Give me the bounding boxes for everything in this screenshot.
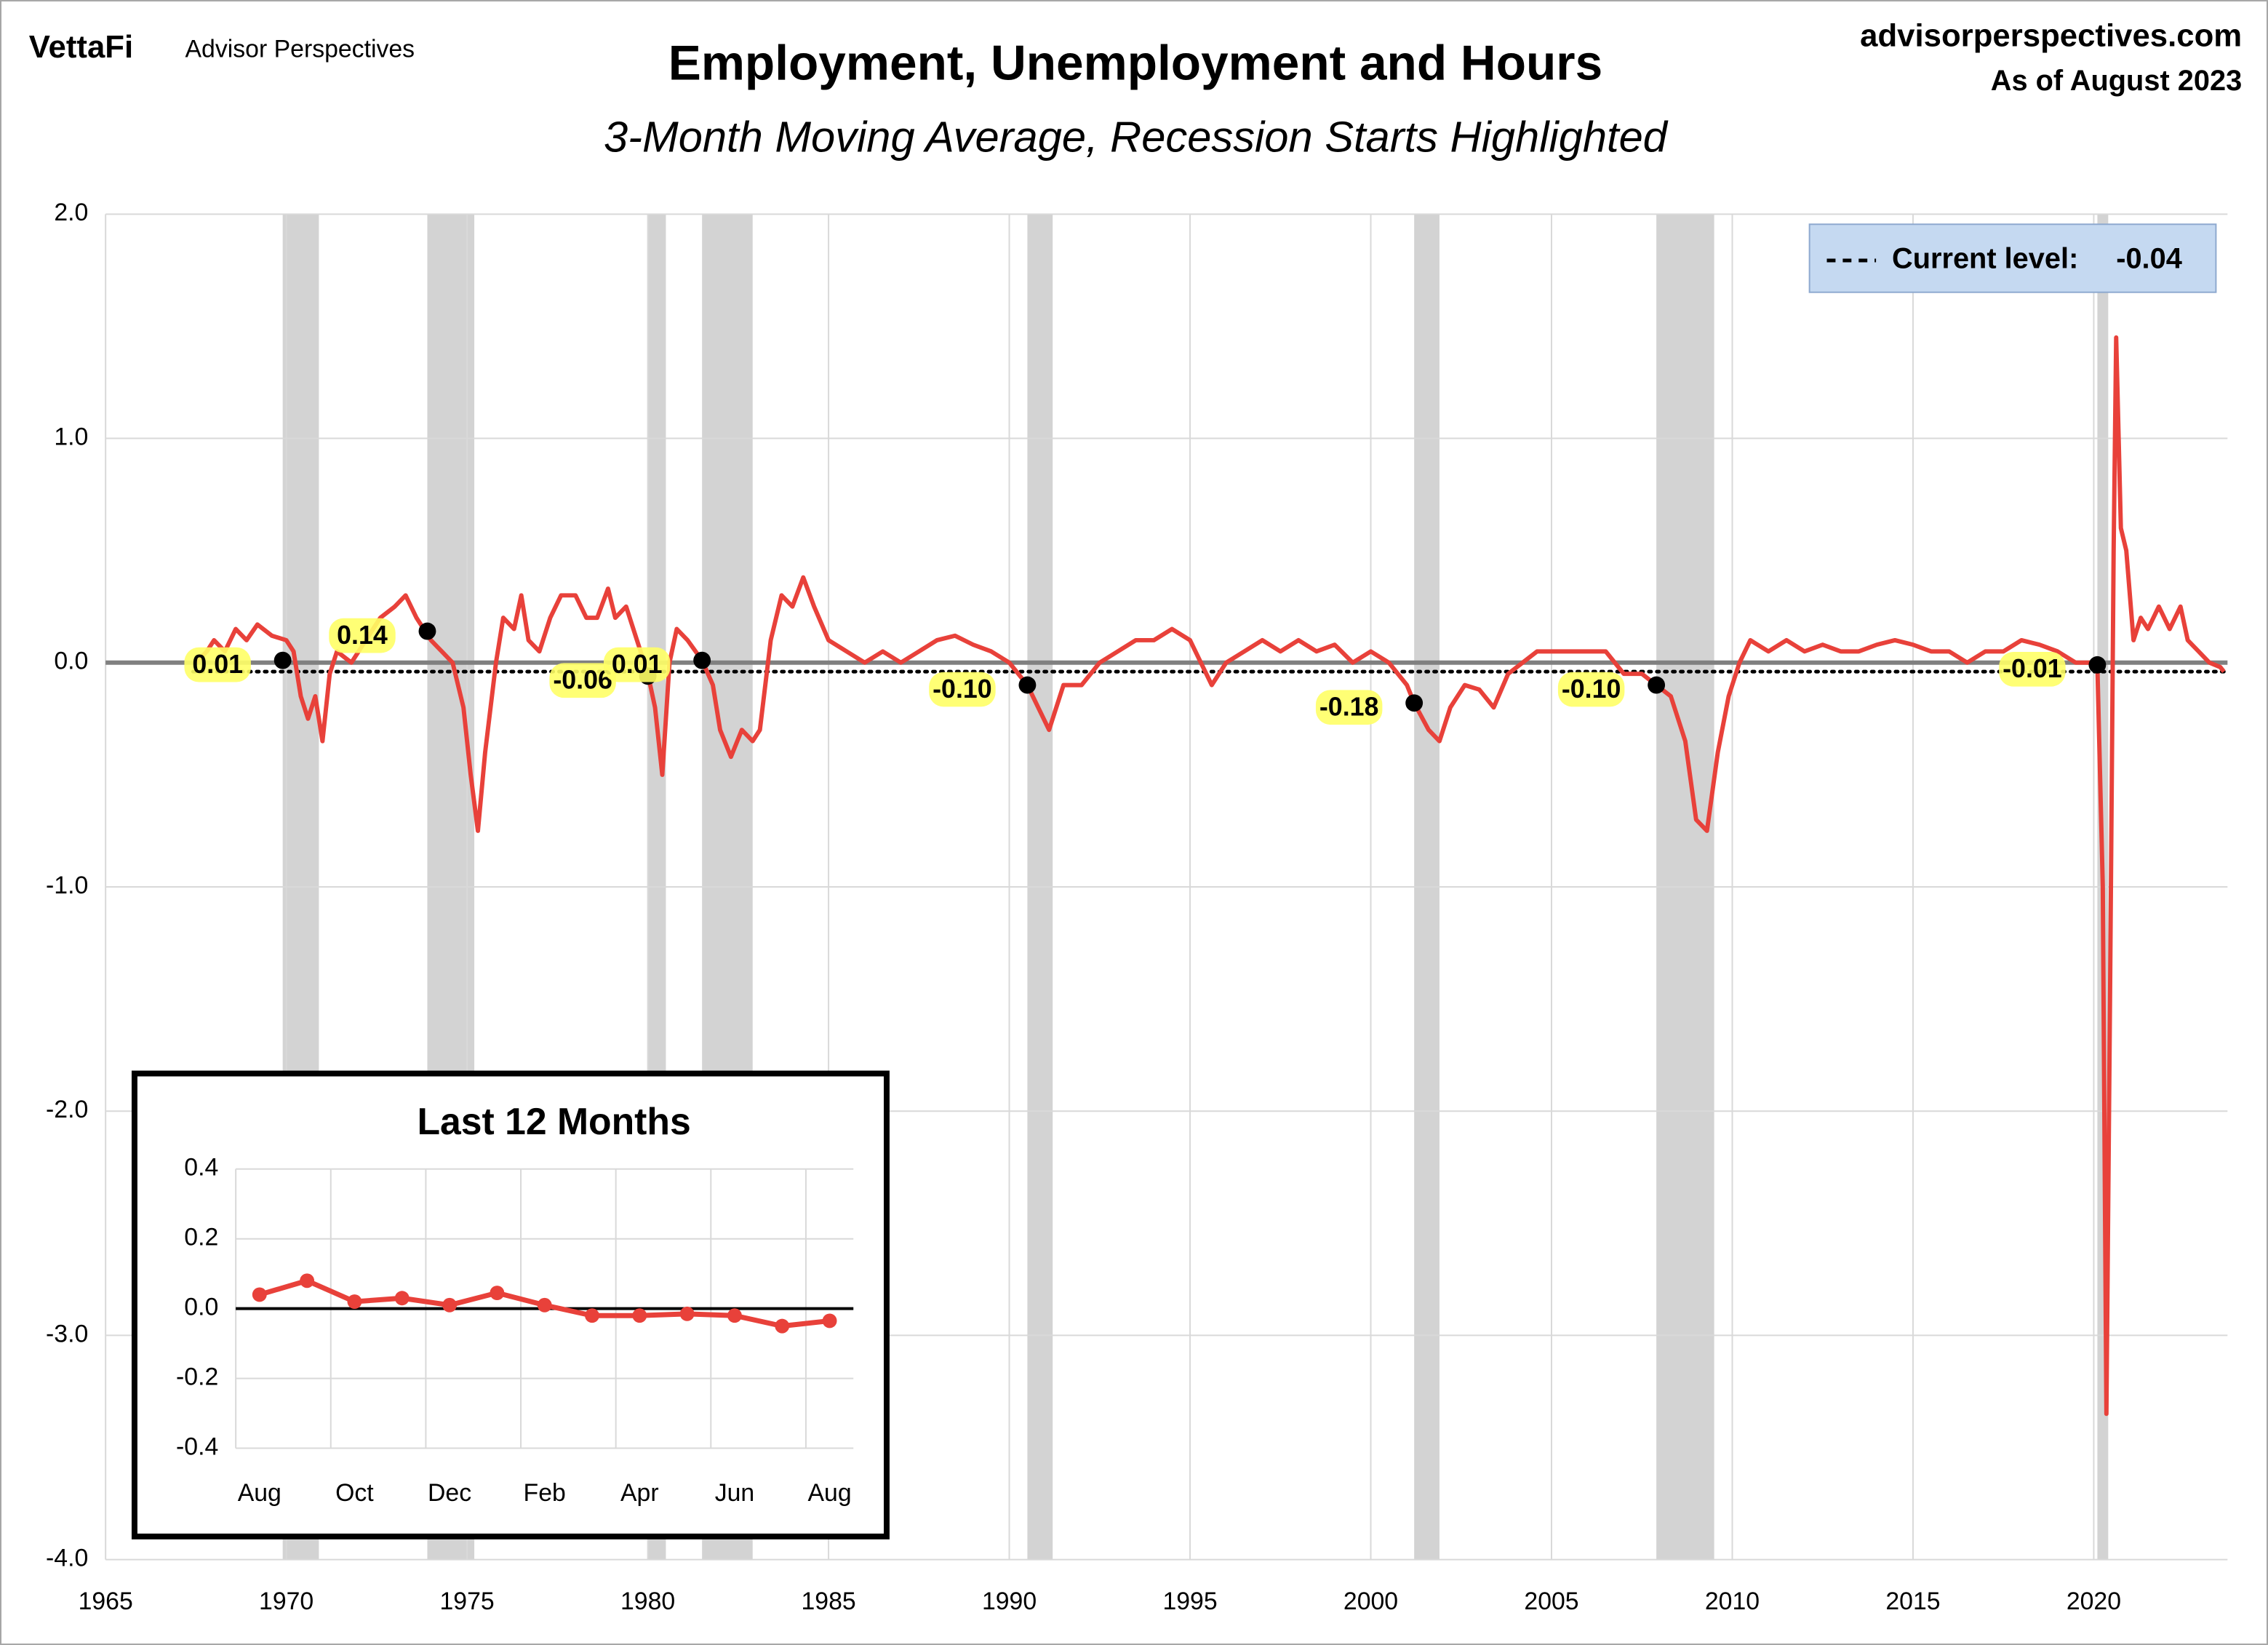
series-line [194, 335, 2226, 1417]
inset-title: Last 12 Months [417, 1100, 690, 1142]
point [442, 1297, 457, 1313]
point [347, 1294, 362, 1309]
x-tick-label: Feb [524, 1479, 566, 1507]
data-label: 0.01 [612, 650, 663, 679]
point [585, 1308, 599, 1323]
inset: Last 12 Months -0.4 -0.2 0.0 0.2 0.4 Aug Oct De… [131, 1070, 890, 1540]
point [632, 1308, 647, 1323]
label-highlight [929, 672, 996, 707]
point [679, 1306, 695, 1321]
recession-start [273, 651, 292, 669]
data-label: 0.01 [192, 650, 243, 679]
data-label: -0.10 [933, 674, 992, 704]
label-highlight [329, 618, 396, 653]
inset-frame [131, 1070, 890, 1540]
y-tick-label: 1.0 [54, 423, 88, 450]
data-label: -0.18 [1319, 693, 1379, 722]
recession-start [1648, 676, 1666, 694]
legend: Current level: -0.04 [1808, 223, 2217, 293]
y-tick-label: 0.4 [184, 1154, 218, 1182]
label-highlight [1557, 672, 1625, 707]
point [252, 1287, 267, 1302]
label-highlight [1999, 651, 2066, 687]
chart-title: Employment, Unemployment and Hours [668, 36, 1602, 90]
x-tick-label: Dec [428, 1479, 471, 1507]
x-tick-label: 1970 [259, 1588, 314, 1615]
recession-start [693, 651, 711, 669]
x-tick-label: Jun [715, 1479, 754, 1507]
x-tick-label: Aug [807, 1479, 851, 1507]
site: advisorperspectives.com [1860, 17, 2242, 53]
label-highlight [184, 647, 251, 682]
point [537, 1297, 552, 1313]
x-tick-label: 2005 [1524, 1588, 1578, 1615]
y-tick-label: 0.2 [184, 1224, 218, 1251]
legend-box [1808, 223, 2217, 293]
legend-value: -0.04 [2116, 242, 2182, 274]
label-highlight [603, 647, 671, 682]
x-tick-label: 2015 [1885, 1588, 1940, 1615]
point [394, 1291, 410, 1306]
point [822, 1313, 837, 1329]
as-of: As of August 2023 [1991, 65, 2242, 97]
x-tick-label: 1975 [440, 1588, 495, 1615]
point [775, 1318, 790, 1334]
x-tick-label: 1995 [1162, 1588, 1217, 1615]
data-label: 0.14 [337, 621, 388, 650]
x-tick-label: 2020 [2067, 1588, 2121, 1615]
data-label: -0.06 [553, 666, 612, 695]
x-tick-label: 2010 [1705, 1588, 1760, 1615]
y-tick-label: 0.0 [184, 1294, 218, 1321]
point [727, 1308, 742, 1323]
x-tick-label: Oct [335, 1479, 374, 1507]
y-tick-label: -1.0 [46, 872, 88, 899]
y-tick-label: -2.0 [46, 1096, 88, 1123]
point [300, 1273, 315, 1288]
y-tick-label: -0.4 [176, 1433, 218, 1460]
data-label: -0.01 [2003, 654, 2062, 683]
x-tick-label: 1985 [801, 1588, 855, 1615]
legend-label: Current level: [1892, 242, 2078, 274]
chart-subtitle: 3-Month Moving Average, Recession Starts… [604, 113, 1669, 162]
label-highlight [1315, 690, 1383, 725]
recession-start [1018, 676, 1037, 694]
y-tick-label: -0.2 [176, 1363, 218, 1391]
x-tick-label: 1965 [79, 1588, 133, 1615]
recession-start [1405, 694, 1424, 712]
x-tick-label: 2000 [1343, 1588, 1398, 1615]
brand: VettaFi [29, 29, 133, 65]
y-tick-label: 2.0 [54, 199, 88, 226]
x-tick-label: Apr [620, 1479, 659, 1507]
data-label: -0.10 [1562, 674, 1621, 704]
y-tick-label: 0.0 [54, 648, 88, 675]
y-tick-label: -3.0 [46, 1320, 88, 1347]
y-tick-label: -4.0 [46, 1545, 88, 1572]
point [490, 1286, 505, 1300]
x-tick-label: 1990 [982, 1588, 1037, 1615]
recession-start [418, 622, 436, 640]
recession-start [2088, 656, 2107, 674]
x-tick-label: Aug [238, 1479, 281, 1507]
x-tick-label: 1980 [620, 1588, 675, 1615]
brand-sub: Advisor Perspectives [185, 36, 415, 63]
label-highlight [549, 663, 616, 698]
